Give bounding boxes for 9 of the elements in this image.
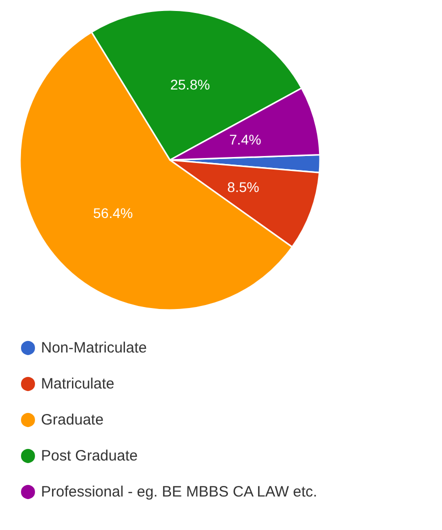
data-label: 8.5% <box>227 178 260 195</box>
data-label: 56.4% <box>93 205 133 222</box>
legend-label: Professional - eg. BE MBBS CA LAW etc. <box>41 484 318 500</box>
data-label: 25.8% <box>170 76 210 93</box>
legend-label: Post Graduate <box>41 448 138 464</box>
legend-label: Non-Matriculate <box>41 340 147 356</box>
legend-label: Matriculate <box>41 376 114 392</box>
data-label: 7.4% <box>229 131 262 148</box>
legend-label: Graduate <box>41 412 104 428</box>
